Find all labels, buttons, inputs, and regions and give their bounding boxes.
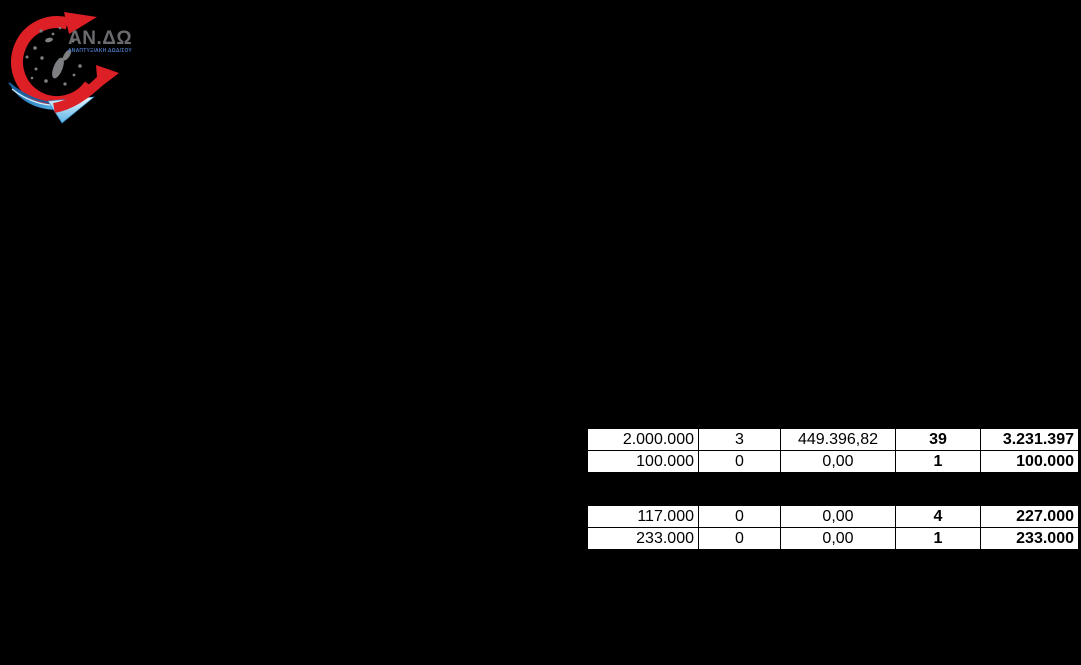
table-cell: 233.000	[980, 527, 1079, 550]
table-cell: 0,00	[780, 450, 896, 473]
table-row: 2.000.000 3 449.396,82 39 3.231.397	[587, 428, 1079, 451]
table-cell: 233.000	[587, 527, 699, 550]
table-cell: 0	[698, 450, 781, 473]
table-row: 100.000 0 0,00 1 100.000	[587, 450, 1079, 473]
table-cell: 449.396,82	[780, 428, 896, 451]
table-cell: 117.000	[587, 505, 699, 528]
table-cell: 1	[895, 527, 981, 550]
logo-title: ΑΝ.ΔΩ	[68, 28, 132, 49]
table-cell: 2.000.000	[587, 428, 699, 451]
table-cell: 0	[698, 505, 781, 528]
ando-logo-graphic: ΑΝ.ΔΩ ΑΝΑΠΤΥΞΙΑΚΗ ΔΩΔ/ΣΟΥ	[8, 12, 132, 124]
table-cell: 1	[895, 450, 981, 473]
logo-subtitle: ΑΝΑΠΤΥΞΙΑΚΗ ΔΩΔ/ΣΟΥ	[68, 48, 132, 54]
table-cell: 4	[895, 505, 981, 528]
logo-red-arrow-icon	[52, 65, 119, 113]
table-cell: 0	[698, 527, 781, 550]
logo-islands-icon	[25, 26, 82, 86]
financial-table-upper: 2.000.000 3 449.396,82 39 3.231.397 100.…	[587, 428, 1079, 473]
table-cell: 0,00	[780, 505, 896, 528]
table-cell: 3.231.397	[980, 428, 1079, 451]
table-row: 117.000 0 0,00 4 227.000	[587, 505, 1079, 528]
table-row: 233.000 0 0,00 1 233.000	[587, 527, 1079, 550]
table-cell: 39	[895, 428, 981, 451]
table-cell: 3	[698, 428, 781, 451]
table-cell: 227.000	[980, 505, 1079, 528]
table-cell: 0,00	[780, 527, 896, 550]
table-cell: 100.000	[587, 450, 699, 473]
ando-logo: ΑΝ.ΔΩ ΑΝΑΠΤΥΞΙΑΚΗ ΔΩΔ/ΣΟΥ	[8, 11, 132, 127]
financial-table-lower: 117.000 0 0,00 4 227.000 233.000 0 0,00 …	[587, 505, 1079, 550]
table-cell: 100.000	[980, 450, 1079, 473]
